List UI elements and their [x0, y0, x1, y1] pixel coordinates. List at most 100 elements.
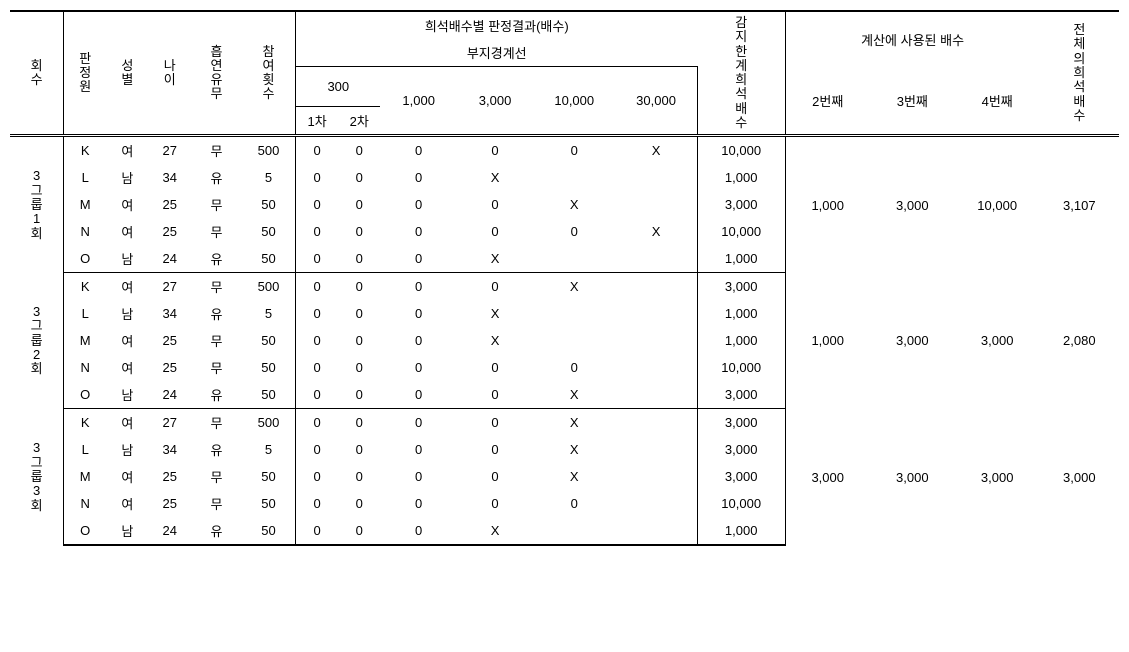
table-cell: 무	[191, 273, 242, 301]
table-cell: 0	[457, 436, 533, 463]
table-cell	[615, 273, 697, 301]
table-cell: 27	[149, 273, 191, 301]
table-cell: L	[64, 300, 106, 327]
table-cell: 24	[149, 517, 191, 545]
table-cell: 0	[457, 409, 533, 437]
hdr-10000: 10,000	[554, 93, 594, 108]
table-body: 3그룹1회K여27무50000000X10,0001,0003,00010,00…	[10, 136, 1119, 546]
table-cell: 0	[338, 517, 380, 545]
hdr-calc3: 3번째	[897, 94, 928, 109]
table-cell: 3,000	[697, 273, 785, 301]
table-cell: 0	[533, 354, 615, 381]
table-cell: 34	[149, 300, 191, 327]
table-cell: 여	[106, 354, 148, 381]
table-cell: 3,000	[697, 436, 785, 463]
calc-cell: 1,000	[785, 273, 870, 409]
table-cell: 50	[242, 517, 296, 545]
table-cell	[615, 245, 697, 273]
hdr-session: 회수	[30, 59, 43, 88]
table-cell	[615, 490, 697, 517]
table-cell: 무	[191, 490, 242, 517]
table-cell: 0	[338, 136, 380, 165]
calc-cell: 3,000	[955, 409, 1040, 546]
hdr-calc4: 4번째	[982, 94, 1013, 109]
table-cell: 0	[457, 191, 533, 218]
table-cell: 무	[191, 354, 242, 381]
table-cell: 0	[380, 136, 456, 165]
table-cell: X	[457, 517, 533, 545]
table-cell: 0	[338, 164, 380, 191]
calc-cell: 3,000	[870, 273, 955, 409]
table-cell: X	[533, 463, 615, 490]
table-cell: 24	[149, 381, 191, 409]
table-cell	[615, 354, 697, 381]
table-cell	[533, 517, 615, 545]
table-cell: 무	[191, 463, 242, 490]
table-cell: 3,000	[697, 463, 785, 490]
table-cell: X	[615, 218, 697, 245]
table-cell: 0	[296, 436, 338, 463]
table-cell: M	[64, 327, 106, 354]
table-cell: 50	[242, 354, 296, 381]
hdr-participation: 참여횟수	[262, 45, 275, 102]
table-cell: 무	[191, 218, 242, 245]
table-cell: X	[615, 136, 697, 165]
table-cell: 0	[380, 273, 456, 301]
table-cell: 여	[106, 191, 148, 218]
table-cell: 25	[149, 354, 191, 381]
table-cell: 0	[296, 490, 338, 517]
table-cell: 0	[296, 136, 338, 165]
table-cell: 500	[242, 409, 296, 437]
hdr-smoke: 흡연유무	[210, 45, 223, 102]
table-cell	[615, 436, 697, 463]
table-cell: 유	[191, 300, 242, 327]
table-cell: L	[64, 436, 106, 463]
table-cell: 0	[338, 354, 380, 381]
table-cell: L	[64, 164, 106, 191]
table-cell: 여	[106, 327, 148, 354]
hdr-age: 나이	[163, 59, 176, 88]
table-cell: 0	[338, 327, 380, 354]
table-cell: 0	[338, 191, 380, 218]
hdr-300: 300	[327, 79, 349, 94]
table-cell: 0	[338, 273, 380, 301]
table-cell: 0	[338, 409, 380, 437]
table-cell: X	[533, 273, 615, 301]
table-cell: 0	[380, 300, 456, 327]
table-cell: 10,000	[697, 136, 785, 165]
table-cell: 50	[242, 490, 296, 517]
table-cell: 0	[457, 354, 533, 381]
table-cell: 여	[106, 409, 148, 437]
table-cell: 유	[191, 245, 242, 273]
table-cell: 5	[242, 300, 296, 327]
table-cell: 0	[380, 245, 456, 273]
calc-cell: 1,000	[785, 136, 870, 273]
table-cell: 0	[533, 136, 615, 165]
table-cell: 0	[338, 218, 380, 245]
table-cell: 0	[296, 300, 338, 327]
table-cell: 0	[380, 381, 456, 409]
table-cell: 0	[380, 436, 456, 463]
table-cell: 여	[106, 218, 148, 245]
hdr-overall: 전체의희석배수	[1073, 23, 1086, 123]
hdr-result-title2: 부지경계선	[467, 46, 527, 61]
table-cell: 0	[457, 381, 533, 409]
table-cell: 10,000	[697, 354, 785, 381]
table-cell	[615, 327, 697, 354]
table-cell: X	[457, 300, 533, 327]
hdr-detect: 감지한계희석배수	[735, 16, 748, 130]
table-cell: K	[64, 136, 106, 165]
table-cell: 0	[380, 164, 456, 191]
table-cell	[615, 517, 697, 545]
table-cell: 0	[296, 381, 338, 409]
hdr-300-1: 1차	[308, 114, 327, 129]
table-cell	[615, 300, 697, 327]
calc-cell: 3,000	[870, 136, 955, 273]
hdr-calc2: 2번째	[812, 94, 843, 109]
table-cell: 남	[106, 436, 148, 463]
table-cell: 0	[533, 490, 615, 517]
table-cell: 34	[149, 164, 191, 191]
calc-cell: 3,000	[870, 409, 955, 546]
table-cell: 1,000	[697, 164, 785, 191]
hdr-30000: 30,000	[636, 93, 676, 108]
